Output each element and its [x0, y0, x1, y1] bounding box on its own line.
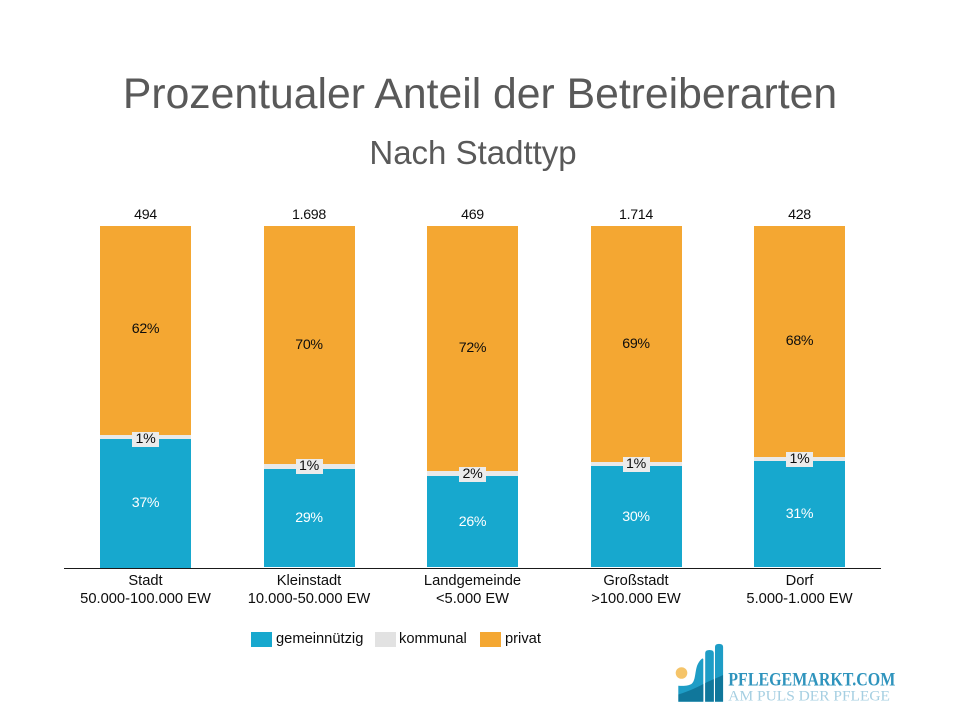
svg-text:AM PULS DER PFLEGE: AM PULS DER PFLEGE: [728, 689, 890, 705]
svg-text:PFLEGEMARKT.COM: PFLEGEMARKT.COM: [728, 670, 895, 690]
